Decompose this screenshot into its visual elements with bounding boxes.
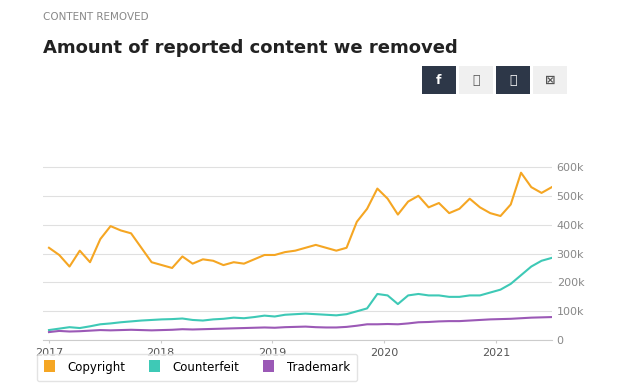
Text: CONTENT REMOVED: CONTENT REMOVED — [43, 12, 149, 22]
Text: ⊠: ⊠ — [545, 74, 556, 87]
Text: f: f — [436, 74, 441, 87]
Text: ⤢: ⤢ — [509, 74, 517, 87]
Text: Amount of reported content we removed: Amount of reported content we removed — [43, 39, 458, 57]
Legend: Copyright, Counterfeit, Trademark: Copyright, Counterfeit, Trademark — [37, 354, 357, 381]
Text: ⧂: ⧂ — [472, 74, 480, 87]
